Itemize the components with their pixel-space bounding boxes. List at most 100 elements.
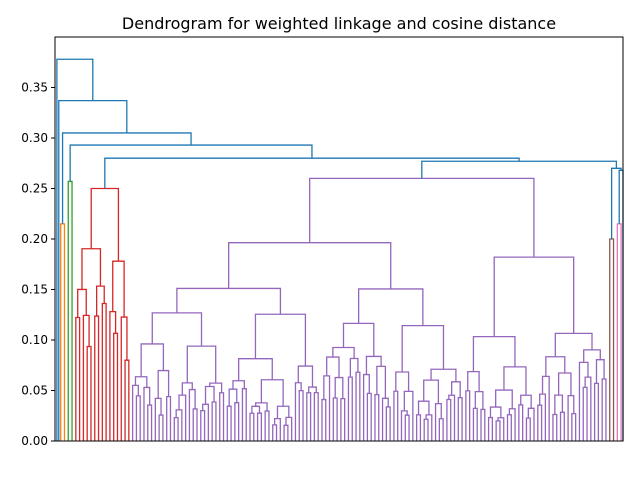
dendrogram-link: [446, 398, 452, 441]
dendrogram-link: [493, 256, 575, 337]
dendrogram-link: [508, 408, 516, 441]
plot-frame: [54, 36, 624, 442]
dendrogram-link: [276, 405, 290, 419]
dendrogram-link: [487, 416, 494, 441]
dendrogram-link: [186, 345, 217, 384]
dendrogram-link: [77, 288, 87, 318]
dendrogram-link: [272, 424, 278, 441]
dendrogram-link: [226, 405, 232, 441]
dendrogram-link: [202, 403, 210, 441]
dendrogram-link: [421, 160, 618, 179]
dendrogram-link: [374, 393, 380, 441]
dendrogram-link: [423, 379, 440, 404]
dendrogram-link: [309, 177, 535, 258]
dendrogram-link: [283, 424, 289, 441]
dendrogram-link: [472, 407, 478, 441]
dendrogram-link: [332, 397, 338, 441]
dendrogram-link: [81, 248, 102, 290]
dendrogram-link: [582, 386, 588, 441]
dendrogram-link: [457, 397, 463, 441]
y-tick-label: 0.15: [21, 283, 48, 297]
dendrogram-link: [552, 413, 558, 441]
dendrogram-link: [376, 365, 387, 399]
dendrogram-link: [249, 412, 255, 441]
dendrogram-link: [365, 355, 382, 375]
dendrogram-link: [306, 392, 312, 441]
dendrogram-link: [61, 132, 192, 224]
dendrogram-link: [438, 418, 444, 441]
dendrogram-link: [154, 397, 162, 441]
dendrogram-link: [113, 332, 119, 441]
dendrogram-link: [539, 393, 547, 441]
dendrogram-link: [86, 345, 92, 441]
dendrogram-link: [448, 394, 456, 441]
dendrogram-link: [188, 388, 196, 441]
dendrogram-link: [140, 343, 165, 377]
dendrogram-link: [297, 365, 314, 388]
dendrogram-link: [219, 392, 225, 441]
y-tick-label: 0.25: [21, 182, 48, 196]
dendrogram-link: [583, 349, 601, 363]
y-tick-label: 0.00: [21, 434, 48, 448]
dendrogram-link: [192, 408, 198, 441]
dendrogram-link: [285, 416, 293, 441]
dendrogram-links: [56, 58, 624, 441]
dendrogram-link: [200, 409, 206, 441]
dendrogram-link: [94, 315, 100, 441]
dendrogram-link: [157, 369, 170, 399]
dendrogram-link: [595, 359, 605, 384]
dendrogram-link: [82, 314, 90, 441]
dendrogram-link: [554, 394, 564, 415]
dendrogram-link: [381, 397, 389, 441]
dendrogram-link: [362, 373, 370, 441]
dendrogram-link: [298, 389, 304, 441]
dendrogram-link: [355, 371, 361, 441]
dendrogram-link: [238, 358, 273, 381]
dendrogram-link: [67, 180, 73, 441]
dendrogram-link: [308, 386, 317, 393]
dendrogram-link: [385, 406, 391, 441]
dendrogram-link: [256, 412, 263, 441]
dendrogram-link: [104, 157, 520, 189]
dendrogram-link: [175, 409, 183, 441]
dendrogram-link: [294, 382, 302, 441]
dendrogram-link: [228, 242, 392, 289]
y-tick-label: 0.05: [21, 384, 48, 398]
dendrogram-link: [151, 312, 203, 347]
dendrogram-link: [273, 417, 281, 441]
dendrogram-link: [158, 414, 164, 441]
dendrogram-link: [578, 361, 589, 441]
dendrogram-link: [75, 316, 81, 441]
dendrogram-link: [109, 310, 117, 441]
dendrogram-link: [567, 395, 575, 441]
dendrogram-link: [234, 402, 240, 441]
dendrogram-link: [211, 401, 217, 441]
y-tick-label: 0.35: [21, 81, 48, 95]
dendrogram-link: [120, 316, 128, 441]
dendrogram-link: [90, 187, 120, 262]
dendrogram-link: [527, 407, 535, 441]
dendrogram-link: [166, 396, 172, 441]
dendrogram-link: [417, 400, 430, 415]
dendrogram-link: [176, 287, 282, 315]
dendrogram-link: [467, 370, 480, 392]
dendrogram-link: [506, 414, 512, 441]
dendrogram-link: [143, 386, 151, 441]
dendrogram-link: [228, 388, 238, 407]
dendrogram-link: [357, 288, 424, 326]
dendrogram-link: [489, 406, 502, 418]
y-tick-label: 0.20: [21, 232, 48, 246]
dendrogram-link: [342, 322, 375, 357]
dendrogram-link: [403, 390, 414, 441]
dendrogram-link: [326, 356, 340, 378]
dendrogram-link: [323, 375, 331, 441]
dendrogram-link: [58, 99, 128, 441]
dendrogram-link: [525, 417, 531, 441]
dendrogram-link: [518, 404, 524, 441]
dendrogram-link: [255, 402, 268, 412]
dendrogram-link: [112, 260, 125, 318]
dendrogram-link: [451, 381, 461, 398]
dendrogram-link: [56, 58, 94, 441]
dendrogram-link: [181, 382, 193, 396]
dendrogram-link: [334, 376, 344, 399]
